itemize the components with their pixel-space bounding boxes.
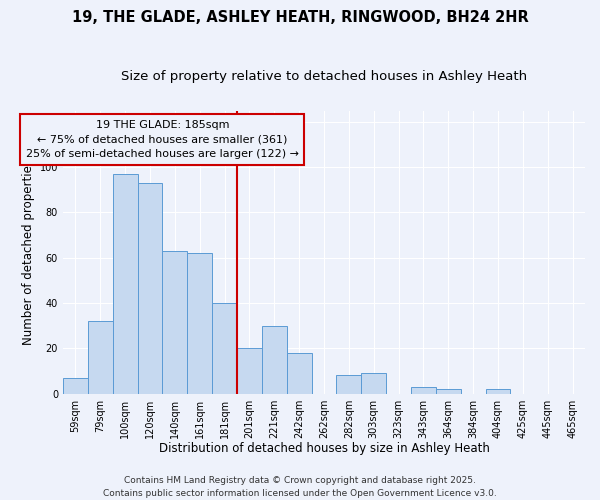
Bar	[287, 353, 311, 394]
X-axis label: Distribution of detached houses by size in Ashley Heath: Distribution of detached houses by size …	[158, 442, 490, 455]
Bar	[113, 174, 137, 394]
Bar	[485, 389, 511, 394]
Bar	[187, 253, 212, 394]
Text: 19 THE GLADE: 185sqm
← 75% of detached houses are smaller (361)
25% of semi-deta: 19 THE GLADE: 185sqm ← 75% of detached h…	[26, 120, 299, 159]
Bar	[337, 376, 361, 394]
Bar	[411, 387, 436, 394]
Bar	[63, 378, 88, 394]
Text: Contains HM Land Registry data © Crown copyright and database right 2025.
Contai: Contains HM Land Registry data © Crown c…	[103, 476, 497, 498]
Bar	[237, 348, 262, 394]
Title: Size of property relative to detached houses in Ashley Heath: Size of property relative to detached ho…	[121, 70, 527, 83]
Bar	[212, 303, 237, 394]
Bar	[137, 183, 163, 394]
Bar	[88, 321, 113, 394]
Bar	[361, 373, 386, 394]
Y-axis label: Number of detached properties: Number of detached properties	[22, 159, 35, 345]
Bar	[262, 326, 287, 394]
Text: 19, THE GLADE, ASHLEY HEATH, RINGWOOD, BH24 2HR: 19, THE GLADE, ASHLEY HEATH, RINGWOOD, B…	[71, 10, 529, 25]
Bar	[163, 251, 187, 394]
Bar	[436, 389, 461, 394]
